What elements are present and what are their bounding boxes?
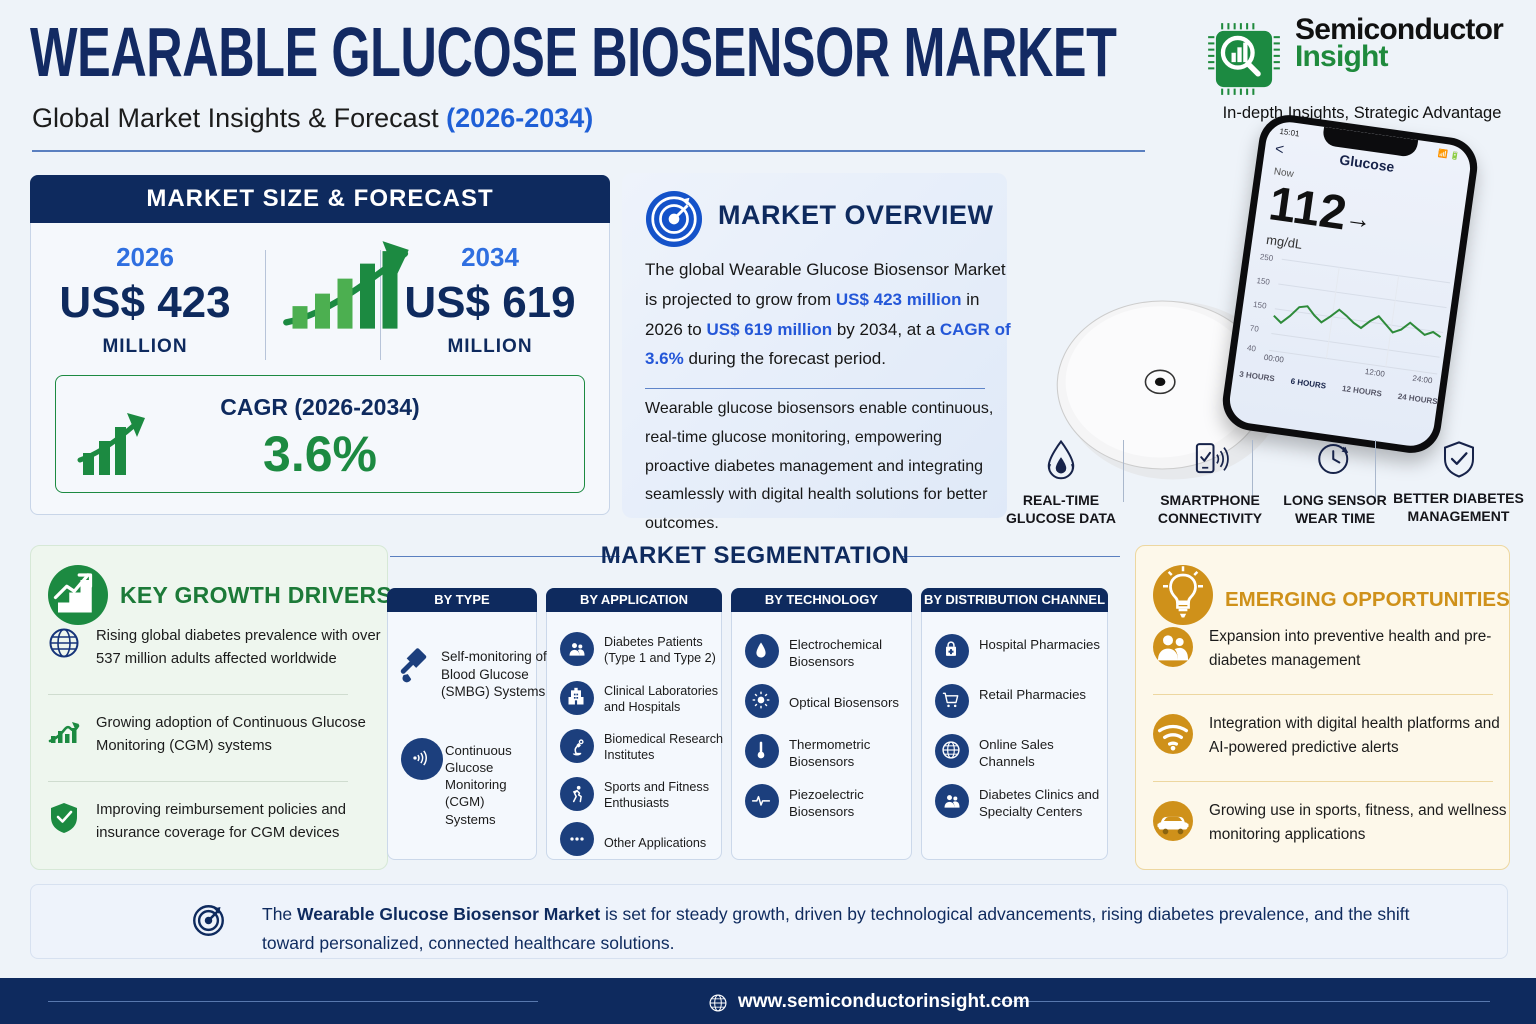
svg-text:150: 150	[1256, 276, 1271, 287]
svg-text:24:00: 24:00	[1412, 374, 1434, 385]
svg-text:150: 150	[1253, 300, 1268, 311]
svg-text:70: 70	[1249, 324, 1260, 334]
svg-text:00:00: 00:00	[1263, 353, 1285, 365]
svg-text:40: 40	[1246, 343, 1257, 353]
svg-text:250: 250	[1259, 252, 1274, 263]
svg-text:12:00: 12:00	[1364, 367, 1386, 379]
